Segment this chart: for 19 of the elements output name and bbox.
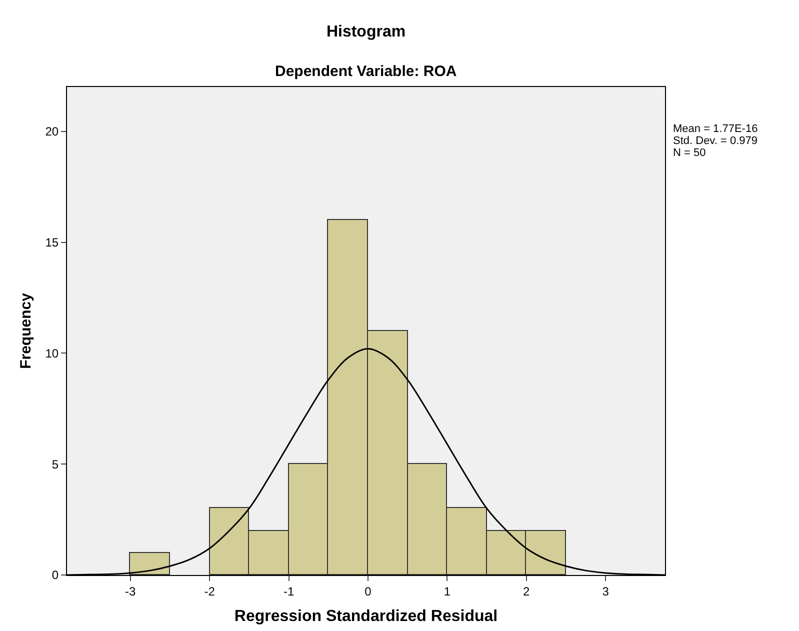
x-tick-label: 0 — [364, 584, 372, 598]
chart-title: Histogram — [326, 23, 406, 40]
x-tick-label: -1 — [283, 584, 294, 598]
x-tick-label: 1 — [444, 584, 451, 598]
x-tick-label: 2 — [523, 584, 530, 598]
chart-subtitle: Dependent Variable: ROA — [275, 63, 457, 80]
x-tick-label: 3 — [602, 584, 610, 598]
text: Mean = 1.77E-16 — [673, 123, 758, 135]
x-tick-label: -2 — [204, 584, 216, 598]
y-tick-label: 20 — [45, 124, 59, 139]
x-tick-label: -3 — [125, 584, 136, 598]
y-tick-label: 15 — [45, 235, 59, 250]
text: Std. Dev. = 0.979 — [673, 135, 758, 147]
y-tick-label: 5 — [52, 457, 59, 472]
y-tick-label: 0 — [52, 568, 59, 582]
y-axis-title: Frequency — [17, 292, 34, 369]
x-axis-title: Regression Standardized Residual — [234, 608, 498, 626]
text: N = 50 — [673, 147, 706, 159]
y-tick-label: 10 — [45, 346, 59, 360]
